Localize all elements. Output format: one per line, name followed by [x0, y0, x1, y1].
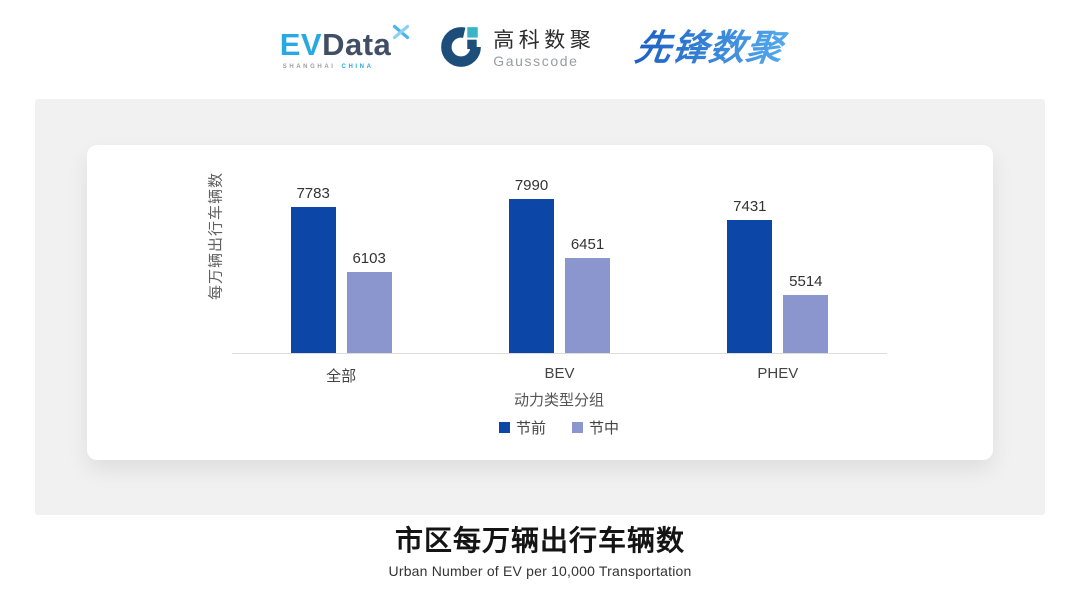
legend-label: 节前: [515, 420, 546, 437]
gausscode-text-block: 高科数聚 Gausscode: [493, 28, 596, 69]
x-axis-label: 动力类型分组: [513, 392, 605, 409]
evdata-pinwheel-x-icon: [392, 23, 410, 45]
legend-item-节前[interactable]: 节前: [498, 417, 546, 438]
category-label-PHEV: PHEV: [757, 365, 799, 382]
evdata-logo: EV Data SHANGHAI CHINA: [279, 24, 411, 70]
bar-全部-节中[interactable]: [346, 272, 392, 353]
gray-panel: 每万辆出行车辆数 7783 6103 全部 7990 6451 BEV 7431 5514 PH…: [35, 99, 1045, 515]
legend-item-节中[interactable]: 节中: [572, 417, 619, 438]
bar-chart: 每万辆出行车辆数 7783 6103 全部 7990 6451 BEV 7431 5514 PH…: [87, 145, 993, 460]
legend: 节前 节中: [498, 417, 619, 438]
bar-BEV-节中[interactable]: [565, 258, 610, 353]
legend-swatch: [572, 422, 583, 433]
gausscode-name-en: Gausscode: [493, 52, 579, 69]
gausscode-logo: 高科数聚 Gausscode: [438, 24, 595, 75]
evdata-ev-text: EV: [279, 26, 323, 62]
footer: 市区每万辆出行车辆数 Urban Number of EV per 10,000…: [0, 524, 1080, 579]
page-title: 市区每万辆出行车辆数: [394, 525, 685, 556]
bar-value-label: 6103: [352, 250, 386, 267]
pioneer-logo: 先锋数聚: [625, 22, 800, 77]
evdata-subtitle: SHANGHAI CHINA: [283, 64, 374, 70]
legend-label: 节中: [589, 420, 620, 437]
bar-value-label: 6451: [570, 236, 605, 253]
gausscode-g-icon: [438, 24, 484, 75]
category-label-全部: 全部: [326, 368, 357, 385]
pioneer-logo-text: 先锋数聚: [633, 27, 790, 68]
chart-card: 每万辆出行车辆数 7783 6103 全部 7990 6451 BEV 7431 5514 PH…: [87, 145, 993, 460]
evdata-subtitle-china: CHINA: [341, 63, 374, 70]
evdata-wordmark: EV Data: [279, 24, 411, 62]
bar-PHEV-节中[interactable]: [783, 295, 829, 353]
gausscode-name-cn: 高科数聚: [493, 28, 596, 52]
evdata-data-text: Data: [322, 26, 392, 62]
y-axis-label: 每万辆出行车辆数: [207, 171, 225, 301]
evdata-subtitle-shanghai: SHANGHAI: [282, 63, 336, 70]
bar-value-label: 7431: [733, 198, 767, 215]
legend-swatch: [498, 422, 510, 433]
category-label-BEV: BEV: [544, 365, 575, 382]
bar-PHEV-节前[interactable]: [727, 220, 773, 353]
page-subtitle: Urban Number of EV per 10,000 Transporta…: [388, 562, 692, 579]
bar-value-label: 7990: [514, 177, 549, 194]
bar-value-label: 7783: [296, 185, 330, 202]
header-logo-bar: EV Data SHANGHAI CHINA 高科数聚 Gausscode: [0, 0, 1080, 98]
bar-BEV-节前[interactable]: [509, 199, 554, 353]
plot-area: 7783 6103 全部 7990 6451 BEV 7431 5514 PHEV: [232, 177, 887, 385]
bar-value-label: 5514: [789, 273, 823, 290]
bar-全部-节前[interactable]: [290, 207, 336, 353]
